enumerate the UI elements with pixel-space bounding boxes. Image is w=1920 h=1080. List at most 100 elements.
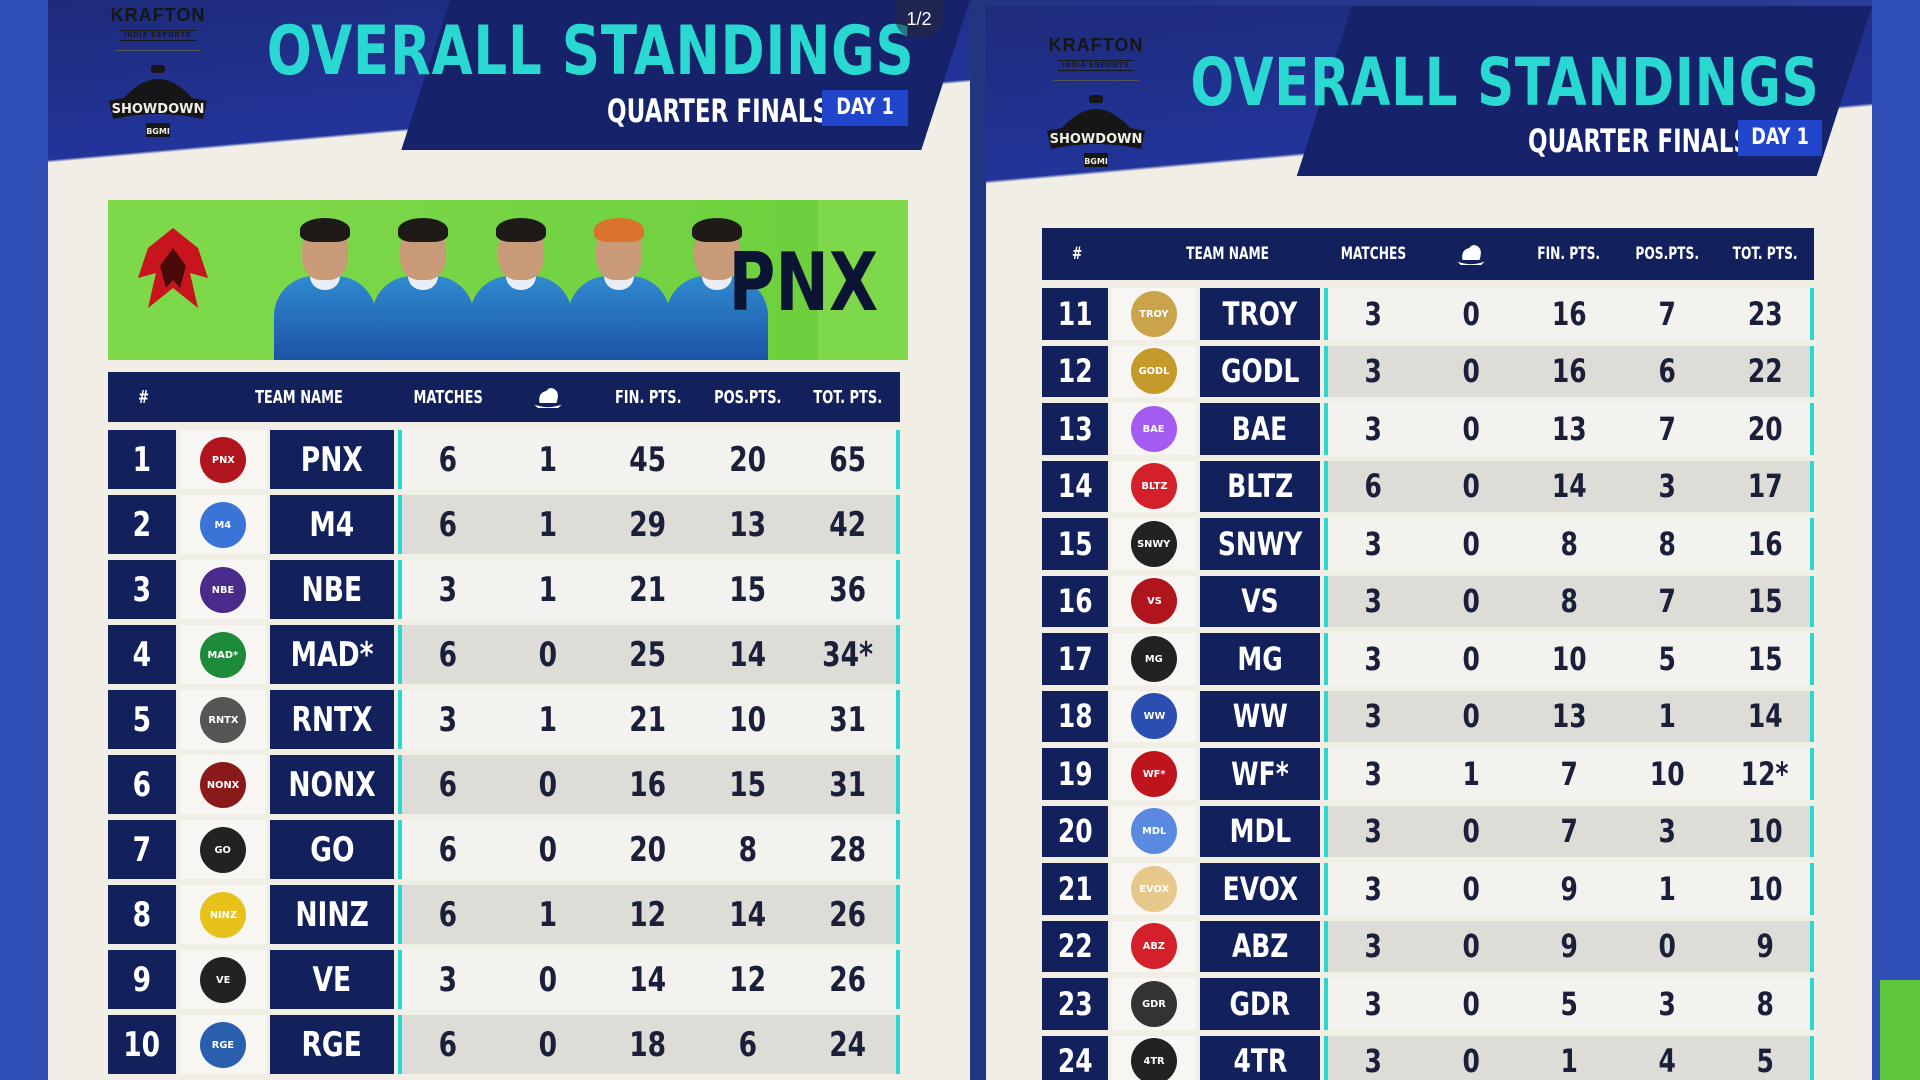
cell-pos: 14 — [729, 634, 767, 675]
background-band-right — [1872, 0, 1920, 1080]
row-background — [398, 560, 900, 619]
table-row: 21 EVOX EVOX 3 0 9 1 10 — [1042, 863, 1814, 915]
cell-logo: M4 — [180, 495, 266, 554]
cell-tot: 42 — [829, 504, 867, 545]
cell-team: NBE — [270, 560, 394, 619]
table-header: # TEAM NAME MATCHES FIN. PTS. POS.PTS. TOT. P… — [1042, 228, 1814, 280]
cell-fin: 1 — [1560, 1042, 1578, 1080]
cell-wins: 0 — [538, 1024, 558, 1065]
cell-wins: 0 — [1462, 582, 1480, 621]
background-band-middle — [970, 0, 986, 1080]
page-indicator[interactable]: 1/2 — [895, 0, 943, 38]
cell-logo: NONX — [180, 755, 266, 814]
nbe-logo-icon: NBE — [200, 566, 246, 613]
cell-tot: 31 — [829, 699, 867, 740]
cell-pos: 3 — [1658, 812, 1676, 851]
cell-wins: 0 — [1462, 294, 1480, 333]
cell-fin: 13 — [1551, 409, 1587, 448]
row-accent — [398, 690, 402, 749]
row-background — [398, 885, 900, 944]
cell-logo: MG — [1112, 633, 1196, 685]
brand-name: KRAFTON — [1048, 35, 1144, 55]
cell-wins: 0 — [1462, 1042, 1480, 1080]
row-accent — [1324, 920, 1328, 972]
cell-tot: 28 — [829, 829, 867, 870]
cell-matches: 3 — [1364, 927, 1382, 966]
cell-logo: VS — [1112, 575, 1196, 627]
row-accent — [1324, 1035, 1328, 1080]
row-accent — [398, 950, 402, 1009]
row-accent — [1324, 748, 1328, 800]
m4-logo-icon: M4 — [200, 501, 246, 548]
cell-wins: 0 — [538, 829, 558, 870]
cell-tot: 65 — [829, 439, 867, 480]
evox-logo-icon: EVOX — [1131, 865, 1177, 912]
row-accent — [398, 885, 402, 944]
cell-team: NONX — [270, 755, 394, 814]
svg-text:BGMI: BGMI — [1084, 157, 1108, 166]
gdr-logo-icon: GDR — [1131, 980, 1177, 1027]
row-accent-right — [896, 690, 900, 749]
table-row: 22 ABZ ABZ 3 0 9 0 9 — [1042, 920, 1814, 972]
cell-team: WW — [1200, 690, 1320, 742]
cell-logo: NBE — [180, 560, 266, 619]
row-accent — [1324, 518, 1328, 570]
cell-wins: 0 — [1462, 984, 1480, 1023]
cell-matches: 3 — [1364, 294, 1382, 333]
cell-pos: 7 — [1658, 409, 1676, 448]
row-accent-right — [896, 430, 900, 489]
svg-text:SHOWDOWN: SHOWDOWN — [112, 102, 205, 117]
cell-logo: MAD* — [180, 625, 266, 684]
cell-logo: 4TR — [1112, 1035, 1196, 1080]
row-accent — [1324, 460, 1328, 512]
cell-pos: 4 — [1658, 1042, 1676, 1080]
cell-matches: 3 — [438, 959, 458, 1000]
cell-logo: VE — [180, 950, 266, 1009]
cell-team: PNX — [270, 430, 394, 489]
cell-rank: 24 — [1042, 1035, 1108, 1080]
logo-divider — [1053, 80, 1139, 81]
row-accent — [1324, 863, 1328, 915]
cell-matches: 3 — [438, 699, 458, 740]
cell-team: RNTX — [270, 690, 394, 749]
cell-logo: PNX — [180, 430, 266, 489]
cell-fin: 5 — [1560, 984, 1578, 1023]
cell-wins: 1 — [538, 699, 558, 740]
cell-tot: 16 — [1747, 524, 1783, 563]
header-tot-pts: TOT. PTS. — [813, 386, 883, 408]
row-accent — [1324, 345, 1328, 397]
bltz-logo-icon: BLTZ — [1131, 463, 1177, 510]
cell-pos: 6 — [1658, 352, 1676, 391]
cell-tot: 10 — [1747, 812, 1783, 851]
table-row: 6 NONX NONX 6 0 16 15 31 — [108, 755, 900, 814]
day-badge: DAY 1 — [822, 90, 908, 126]
header-team-name: TEAM NAME — [255, 386, 343, 408]
cell-fin: 20 — [629, 829, 667, 870]
cell-matches: 3 — [1364, 984, 1382, 1023]
row-accent-right — [896, 495, 900, 554]
table-row: 9 VE VE 3 0 14 12 26 — [108, 950, 900, 1009]
player-photo — [368, 210, 478, 360]
cell-team: MDL — [1200, 805, 1320, 857]
snwy-logo-icon: SNWY — [1131, 520, 1177, 567]
cell-team: SNWY — [1200, 518, 1320, 570]
cell-tot: 15 — [1747, 582, 1783, 621]
header-team-name: TEAM NAME — [1186, 244, 1270, 264]
row-accent — [398, 625, 402, 684]
cell-fin: 21 — [629, 569, 667, 610]
row-accent — [1324, 633, 1328, 685]
cell-tot: 17 — [1747, 467, 1783, 506]
cell-wins: 1 — [1462, 754, 1480, 793]
cell-wins: 0 — [1462, 524, 1480, 563]
cell-wins: 1 — [538, 894, 558, 935]
row-accent — [398, 430, 402, 489]
row-background — [398, 1015, 900, 1074]
cell-pos: 14 — [729, 894, 767, 935]
showdown-logo-icon: SHOWDOWN BGMI — [109, 65, 207, 137]
cell-logo: ABZ — [1112, 920, 1196, 972]
row-accent — [398, 560, 402, 619]
table-row: 24 4TR 4TR 3 0 1 4 5 — [1042, 1035, 1814, 1080]
background-band-left — [0, 0, 52, 1080]
row-accent — [398, 1015, 402, 1074]
table-row: 2 M4 M4 6 1 29 13 42 — [108, 495, 900, 554]
